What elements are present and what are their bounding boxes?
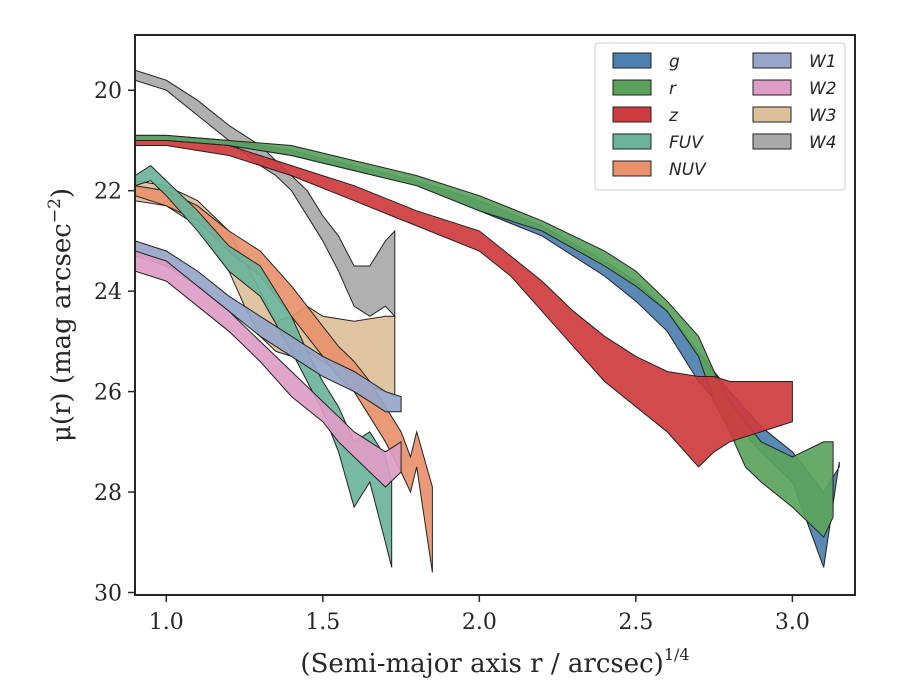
legend-swatch-nuv bbox=[612, 160, 652, 177]
legend-label-w4: W4 bbox=[809, 133, 837, 153]
x-tick-label: 3.0 bbox=[775, 610, 810, 635]
legend-label-nuv: NUV bbox=[669, 160, 707, 180]
legend-swatch-fuv bbox=[612, 133, 652, 150]
series-layer bbox=[135, 69, 840, 573]
band-r bbox=[135, 134, 834, 539]
legend-label-w1: W1 bbox=[809, 52, 837, 72]
legend-swatch-r bbox=[612, 79, 652, 96]
y-tick-label: 20 bbox=[94, 79, 122, 104]
axes-layer: 1.0 1.5 2.0 2.5 3.0 20 22 24 26 28 30 bbox=[94, 34, 856, 635]
plot-frame bbox=[134, 34, 856, 596]
y-tick-label: 28 bbox=[94, 481, 122, 506]
x-tick-label: 2.5 bbox=[618, 610, 653, 635]
y-tick-label: 24 bbox=[94, 280, 122, 305]
legend-label-fuv: FUV bbox=[669, 133, 704, 153]
y-axis-label: μ(r) (mag arcsec−2) bbox=[45, 188, 77, 442]
y-tick-label: 22 bbox=[94, 180, 122, 205]
band-z bbox=[135, 140, 793, 468]
legend-label-z: z bbox=[668, 106, 679, 126]
x-tick-label: 2.0 bbox=[462, 610, 497, 635]
legend-label-g: g bbox=[669, 52, 680, 72]
legend-swatch-w2 bbox=[752, 79, 792, 96]
y-tick-label: 30 bbox=[94, 581, 122, 606]
legend: grz FUV NUV W1 W2 W3 W4 bbox=[594, 42, 846, 191]
axis-labels: (Semi-major axis r / arcsec)1/4 μ(r) (ma… bbox=[45, 188, 690, 679]
legend-swatch-w4 bbox=[752, 133, 792, 150]
band-w2 bbox=[135, 250, 402, 488]
x-tick-label: 1.5 bbox=[305, 610, 340, 635]
y-tick-label: 26 bbox=[94, 381, 122, 406]
legend-swatch-w3 bbox=[752, 106, 792, 123]
legend-label-w2: W2 bbox=[809, 79, 837, 99]
x-tick-label: 1.0 bbox=[149, 610, 184, 635]
legend-swatch-g bbox=[612, 52, 652, 69]
legend-label-w3: W3 bbox=[809, 106, 837, 126]
legend-label-r: r bbox=[669, 79, 677, 99]
legend-swatch-z bbox=[612, 106, 652, 123]
legend-swatch-w1 bbox=[752, 52, 792, 69]
band-fuv bbox=[135, 164, 393, 568]
x-axis-label: (Semi-major axis r / arcsec)1/4 bbox=[300, 645, 689, 679]
